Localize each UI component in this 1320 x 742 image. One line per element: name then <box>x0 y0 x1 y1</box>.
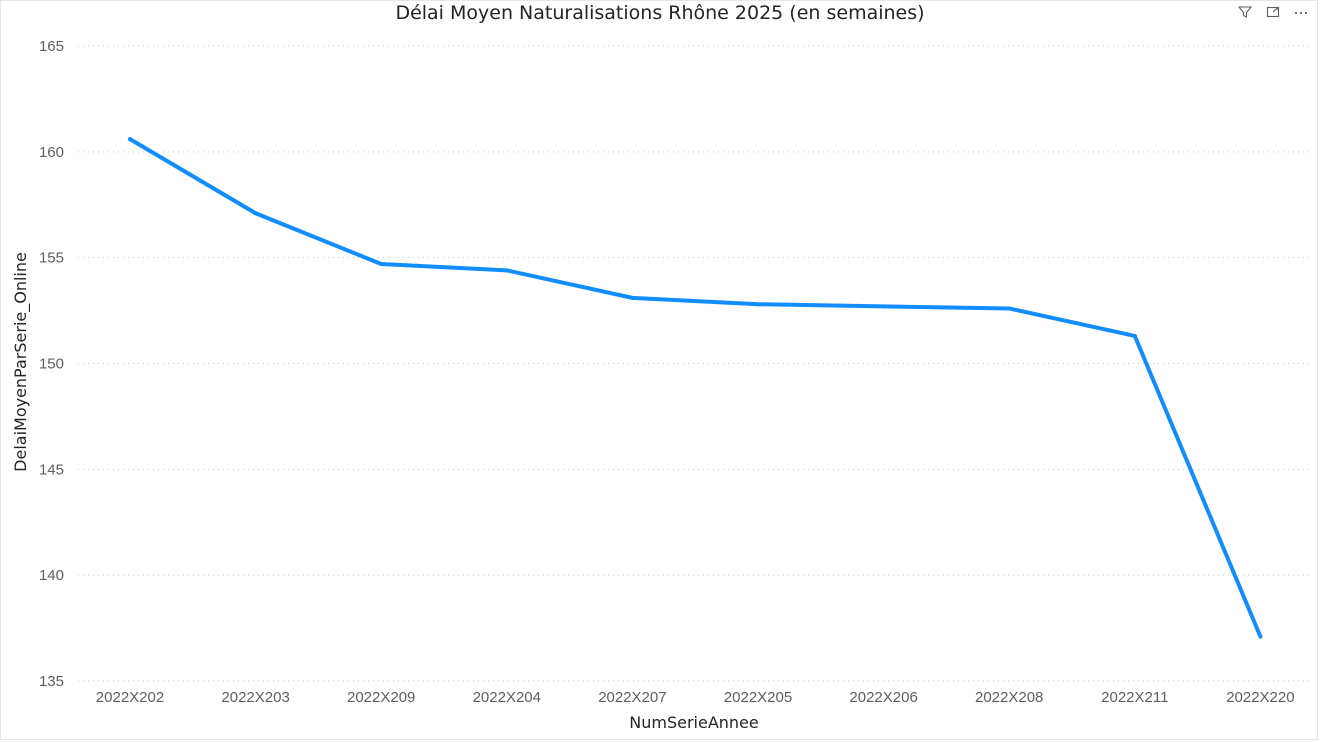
y-axis-ticks: 135 140 145 150 155 160 165 <box>39 38 64 690</box>
y-tick-label: 140 <box>39 567 64 584</box>
data-point[interactable] <box>379 262 384 267</box>
y-tick-label: 150 <box>39 356 64 373</box>
x-tick-label: 2022X206 <box>849 689 917 706</box>
x-tick-label: 2022X209 <box>347 689 415 706</box>
x-tick-label: 2022X207 <box>598 689 666 706</box>
focus-mode-icon[interactable] <box>1264 3 1282 21</box>
chart-title: Délai Moyen Naturalisations Rhône 2025 (… <box>395 2 925 24</box>
x-tick-label: 2022X205 <box>724 689 792 706</box>
data-point[interactable] <box>756 302 760 307</box>
data-point[interactable] <box>630 295 635 300</box>
x-axis-ticks: 2022X202 2022X203 2022X209 2022X204 2022X207… <box>96 689 1295 706</box>
more-options-icon[interactable] <box>1292 3 1310 21</box>
filter-icon[interactable] <box>1236 3 1254 21</box>
x-tick-label: 2022X202 <box>96 689 164 706</box>
y-tick-label: 145 <box>39 461 64 478</box>
x-tick-label: 2022X204 <box>473 689 541 706</box>
y-tick-label: 135 <box>39 673 64 690</box>
x-axis-title: NumSerieAnnee <box>629 713 758 732</box>
data-point[interactable] <box>253 211 258 216</box>
y-axis-title: DelaiMoyenParSerie_Online <box>11 252 31 472</box>
x-tick-label: 2022X203 <box>221 689 289 706</box>
y-tick-label: 165 <box>39 38 64 55</box>
data-point[interactable] <box>128 137 132 142</box>
series-line[interactable] <box>128 137 1263 639</box>
x-tick-label: 2022X208 <box>975 689 1043 706</box>
y-tick-label: 155 <box>39 250 64 267</box>
data-point[interactable] <box>881 304 886 309</box>
visual-header-toolbar <box>1236 3 1310 21</box>
series-layer <box>128 137 1263 639</box>
data-point[interactable] <box>1007 306 1012 311</box>
data-point[interactable] <box>1258 634 1263 639</box>
gridlines <box>78 45 1310 682</box>
data-point[interactable] <box>1132 333 1137 338</box>
data-point[interactable] <box>504 268 509 273</box>
x-tick-label: 2022X220 <box>1226 689 1294 706</box>
x-tick-label: 2022X211 <box>1101 689 1168 706</box>
y-tick-label: 160 <box>39 144 64 161</box>
